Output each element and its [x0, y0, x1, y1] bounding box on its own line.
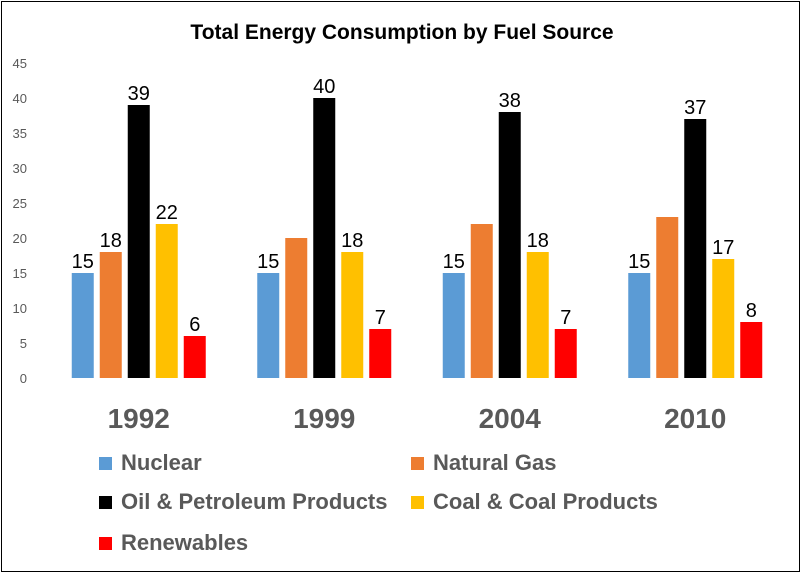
bars — [71, 98, 763, 378]
bar-nuclear-2010 — [628, 273, 651, 378]
bar-renewables-2004 — [554, 329, 577, 378]
data-label: 18 — [100, 230, 122, 252]
data-label: 15 — [628, 251, 650, 273]
bar-renewables-1992 — [183, 336, 206, 378]
y-tick-label: 35 — [13, 126, 27, 141]
legend-label: Nuclear — [121, 450, 202, 475]
bar-renewables-1999 — [369, 329, 392, 378]
y-tick-label: 5 — [20, 336, 27, 351]
y-tick-label: 30 — [13, 161, 27, 176]
data-label: 22 — [156, 202, 178, 224]
y-tick-label: 45 — [13, 56, 27, 71]
bar-coal-coal-products-1999 — [341, 252, 364, 378]
bar-oil-petroleum-products-1999 — [313, 98, 336, 378]
bar-oil-petroleum-products-2010 — [684, 119, 707, 378]
bar-natural-gas-1992 — [99, 252, 122, 378]
data-label: 38 — [499, 90, 521, 112]
category-label: 1992 — [108, 403, 170, 434]
legend-swatch — [411, 496, 424, 509]
y-tick-label: 15 — [13, 266, 27, 281]
legend-swatch — [411, 457, 424, 470]
category-label: 1999 — [293, 403, 355, 434]
legend: Nuclear Natural Gas Oil & Petroleum Produc… — [99, 450, 658, 555]
bar-coal-coal-products-2010 — [712, 259, 735, 378]
bar-natural-gas-2004 — [470, 224, 493, 378]
legend-swatch — [99, 496, 112, 509]
y-axis: 0 5 10 15 20 25 30 35 40 45 — [13, 56, 27, 386]
data-label: 40 — [313, 76, 335, 98]
legend-label: Coal & Coal Products — [433, 489, 658, 514]
bar-coal-coal-products-2004 — [526, 252, 549, 378]
data-label: 18 — [527, 230, 549, 252]
y-tick-label: 0 — [20, 371, 27, 386]
bar-nuclear-1999 — [257, 273, 280, 378]
data-label: 37 — [684, 97, 706, 119]
y-tick-label: 25 — [13, 196, 27, 211]
legend-label: Renewables — [121, 530, 248, 555]
y-tick-label: 10 — [13, 301, 27, 316]
category-label: 2004 — [479, 403, 542, 434]
category-labels: 1992 1999 2004 2010 — [108, 403, 727, 434]
data-label: 6 — [189, 314, 200, 336]
data-label: 15 — [443, 251, 465, 273]
bar-nuclear-1992 — [71, 273, 94, 378]
bar-oil-petroleum-products-2004 — [498, 112, 521, 378]
bar-nuclear-2004 — [442, 273, 465, 378]
data-label: 7 — [375, 307, 386, 329]
bar-natural-gas-2010 — [656, 217, 679, 378]
y-tick-label: 20 — [13, 231, 27, 246]
chart-title: Total Energy Consumption by Fuel Source — [190, 21, 613, 44]
legend-swatch — [99, 537, 112, 550]
data-label: 18 — [341, 230, 363, 252]
y-tick-label: 40 — [13, 91, 27, 106]
bar-coal-coal-products-1992 — [155, 224, 178, 378]
data-label: 8 — [746, 300, 757, 322]
legend-label: Natural Gas — [433, 450, 557, 475]
bar-oil-petroleum-products-1992 — [127, 105, 150, 378]
data-label: 15 — [72, 251, 94, 273]
category-label: 2010 — [664, 403, 726, 434]
data-label: 7 — [560, 307, 571, 329]
bar-natural-gas-1999 — [285, 238, 308, 378]
legend-label: Oil & Petroleum Products — [121, 489, 388, 514]
legend-swatch — [99, 457, 112, 470]
data-label: 39 — [128, 83, 150, 105]
bar-renewables-2010 — [740, 322, 763, 378]
data-label: 17 — [712, 237, 734, 259]
data-label: 15 — [257, 251, 279, 273]
data-labels: 15 18 39 22 6 15 40 18 7 15 38 18 7 15 37 17 8 — [72, 76, 757, 336]
